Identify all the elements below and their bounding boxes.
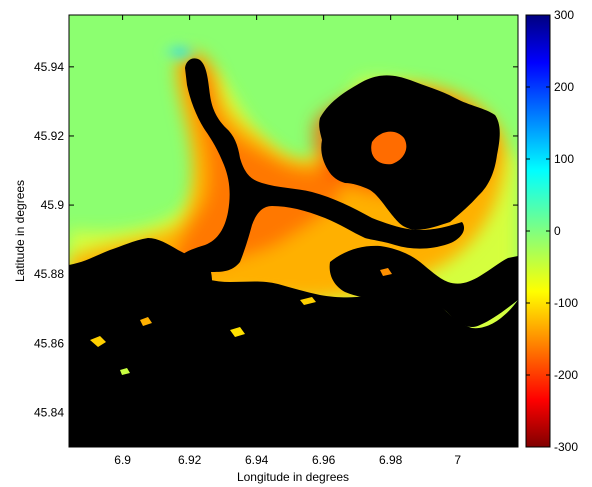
colorbar-tick-label: 0: [554, 224, 561, 238]
heatmap-cyan-patch: [158, 38, 202, 66]
colorbar-tick-label: -100: [554, 296, 578, 310]
y-tick-label: 45.84: [34, 405, 64, 419]
y-tick-label: 45.94: [34, 60, 64, 74]
x-axis-ticks: 6.9 6.92 6.94 6.96 6.98 7: [114, 15, 461, 467]
x-tick-label: 6.9: [114, 453, 131, 467]
x-tick-label: 6.92: [178, 453, 202, 467]
x-tick-label: 6.94: [245, 453, 269, 467]
y-axis-ticks: 45.84 45.86 45.88 45.9 45.92 45.94: [34, 60, 518, 419]
glacier-southwest: [69, 238, 245, 447]
y-tick-label: 45.9: [41, 198, 65, 212]
glacier-east-south: [329, 245, 518, 327]
heatmap-plot: [69, 15, 518, 447]
x-axis-label: Longitude in degrees: [237, 470, 349, 484]
y-tick-label: 45.86: [34, 336, 64, 350]
x-tick-label: 7: [454, 453, 461, 467]
plot-frame: [68, 14, 519, 448]
colorbar-tick-label: -200: [554, 368, 578, 382]
colorbar-tick-label: 100: [554, 152, 574, 166]
x-tick-label: 6.98: [379, 453, 403, 467]
heatmap-specks: [90, 268, 392, 375]
heatmap-mask: [69, 58, 518, 447]
x-tick-label: 6.96: [312, 453, 336, 467]
glacier-east: [319, 75, 500, 230]
colorbar-tick-label: 300: [554, 8, 574, 22]
glacier-main: [177, 58, 465, 272]
colorbar-tick-label: 200: [554, 80, 574, 94]
colorbar-tick-label: -300: [554, 440, 578, 454]
y-axis-label: Latitude in degrees: [13, 180, 27, 282]
y-tick-label: 45.88: [34, 267, 64, 281]
colorbar-ticks: 300 200 100 0 -100 -200 -300: [526, 8, 578, 454]
y-tick-label: 45.92: [34, 129, 64, 143]
colorbar: 300 200 100 0 -100 -200 -300: [525, 8, 578, 454]
